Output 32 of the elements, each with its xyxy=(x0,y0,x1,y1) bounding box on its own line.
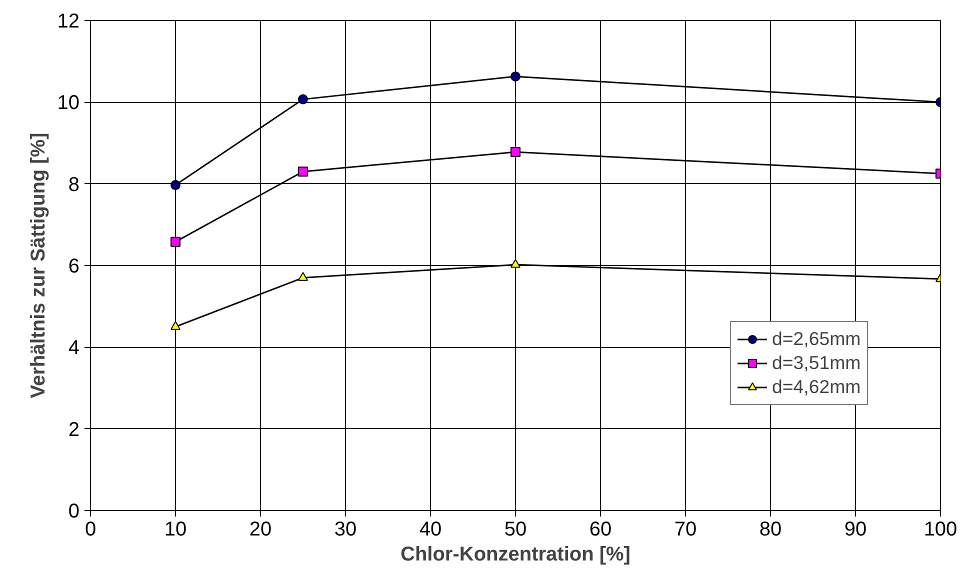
y-tick-label: 4 xyxy=(68,337,80,360)
point xyxy=(298,272,308,281)
point xyxy=(170,236,180,247)
x-tick-label: 60 xyxy=(589,518,612,540)
x-tick-label: 10 xyxy=(164,518,187,540)
y-tick-label: 12 xyxy=(57,10,80,32)
x-tick-label: 80 xyxy=(759,518,782,540)
legend-label: d=2,65mm xyxy=(772,328,861,350)
x-tick-label: 20 xyxy=(249,518,272,540)
x-tick-label: 30 xyxy=(334,518,357,540)
legend-label: d=3,51mm xyxy=(772,352,861,374)
x-axis-title: Chlor-Konzentration [%] xyxy=(400,544,630,566)
y-tick-label: 2 xyxy=(68,418,80,441)
legend-label: d=4,62mm xyxy=(772,376,861,398)
y-tick-label: 10 xyxy=(57,92,80,114)
point xyxy=(510,258,520,268)
x-tick-label: 40 xyxy=(419,518,442,540)
x-tick-label: 90 xyxy=(844,518,867,540)
point xyxy=(170,180,180,190)
y-tick-label: 6 xyxy=(68,256,80,278)
x-tick-label: 0 xyxy=(84,518,96,540)
y-axis-title: Verhältnis zur Sättigung [%] xyxy=(27,132,50,398)
point xyxy=(510,146,520,157)
x-tick-label: 100 xyxy=(924,518,958,540)
point xyxy=(298,166,308,177)
point xyxy=(170,321,180,330)
x-tick-label: 50 xyxy=(504,518,527,540)
y-tick-label: 0 xyxy=(68,500,80,522)
point xyxy=(298,94,308,104)
x-tick-label: 70 xyxy=(674,518,697,540)
y-tick-label: 8 xyxy=(68,174,80,196)
point xyxy=(510,71,520,82)
